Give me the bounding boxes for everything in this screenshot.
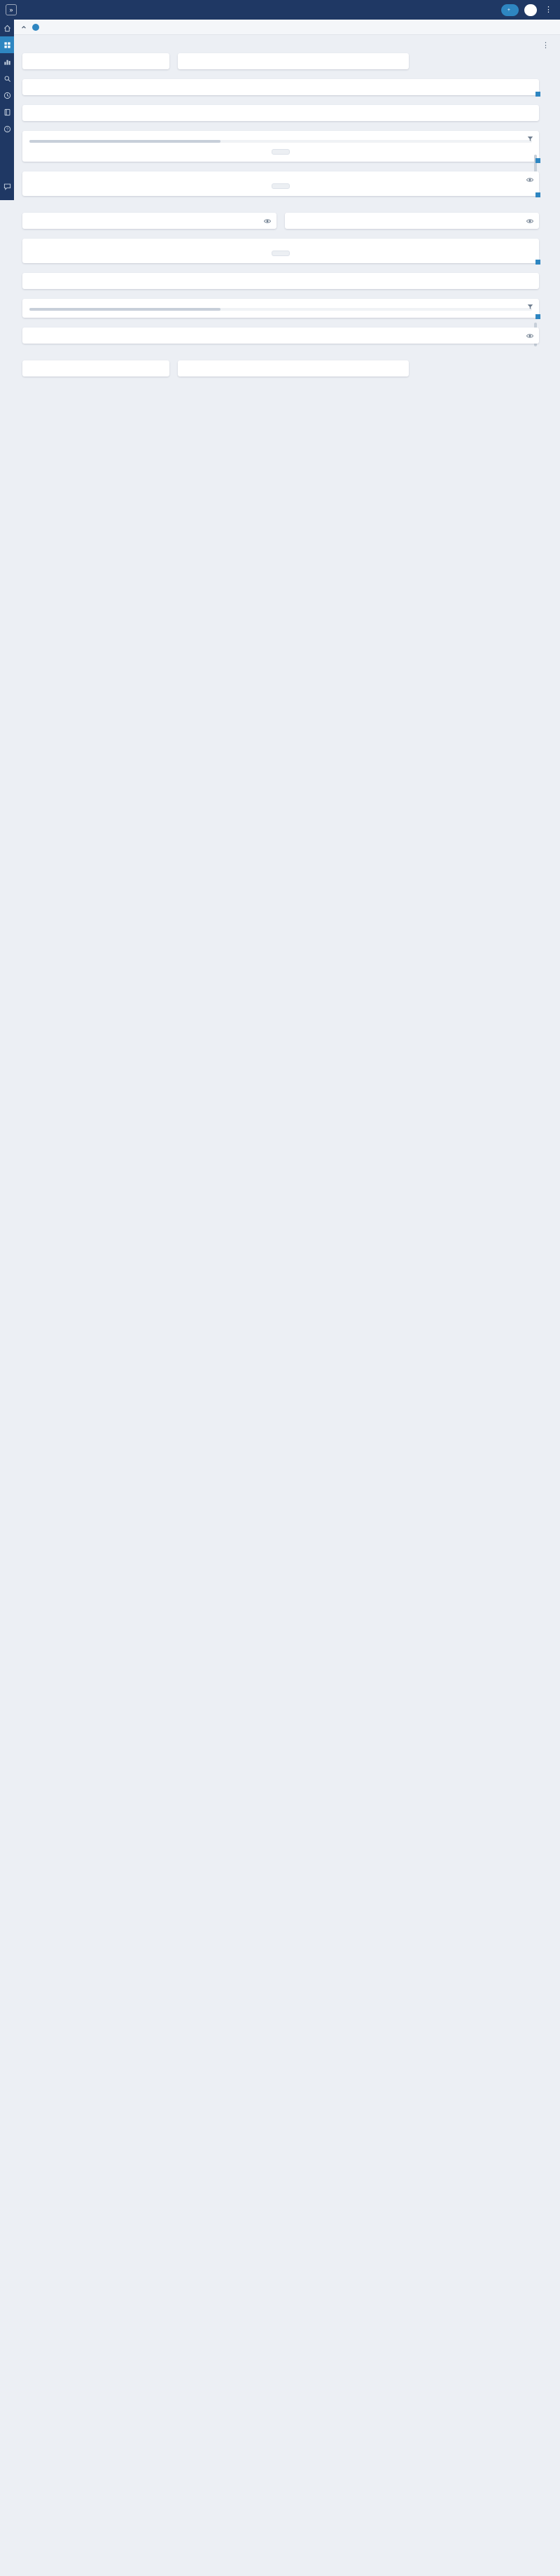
card-investissement-mandatees <box>178 360 409 376</box>
resize-handle[interactable] <box>536 192 540 197</box>
eye-icon[interactable] <box>526 332 533 339</box>
filter-funnel-icon[interactable] <box>527 304 533 310</box>
card-investissement-realisees <box>22 360 169 376</box>
filter-bar <box>14 20 560 35</box>
section-menu-icon[interactable]: ⋮ <box>540 42 552 50</box>
mise-en-page-button[interactable] <box>524 4 537 16</box>
filtered-on-chip[interactable] <box>272 251 290 256</box>
bar-chart-icon <box>4 58 11 66</box>
eye-icon[interactable] <box>526 176 533 183</box>
horizontal-scrollbar[interactable] <box>29 308 532 311</box>
header-menu-icon[interactable]: ⋮ <box>542 6 554 14</box>
home-icon <box>4 24 11 32</box>
card-recettes-mandatees <box>285 213 539 229</box>
sidebar-item-journal[interactable] <box>0 104 14 120</box>
main-content: ⋮ <box>14 35 560 386</box>
filters-collapse-icon[interactable] <box>21 24 27 30</box>
sidebar-item-help[interactable]: ? <box>0 120 14 137</box>
filters-count-badge <box>32 24 39 31</box>
sidebar-item-home[interactable] <box>0 20 14 36</box>
clock-icon <box>4 92 11 99</box>
card-depenses-mandatees-pie <box>178 53 409 69</box>
sidebar-item-history[interactable] <box>0 87 14 104</box>
resize-handle[interactable] <box>536 92 540 97</box>
eye-icon[interactable] <box>526 218 533 225</box>
resize-handle[interactable] <box>536 158 540 163</box>
eye-icon[interactable] <box>264 218 271 225</box>
filtered-on-chip[interactable] <box>272 183 290 189</box>
card-recettes-cumul <box>22 273 539 289</box>
card-execution-depenses <box>22 131 539 162</box>
resize-handle[interactable] <box>536 314 540 319</box>
sidebar-item-search[interactable] <box>0 70 14 87</box>
sidebar-expand-icon[interactable]: » <box>6 4 17 15</box>
help-icon: ? <box>4 125 11 133</box>
card-recettes-mensuelles <box>22 239 539 263</box>
sidebar-item-chat[interactable] <box>0 178 14 195</box>
filter-funnel-icon[interactable] <box>527 136 533 142</box>
sidebar: ? <box>0 20 14 200</box>
search-icon <box>4 75 11 83</box>
card-depenses-cumul <box>22 105 539 121</box>
indicateur-button[interactable]: + <box>501 4 519 16</box>
card-execution-recettes <box>22 299 539 318</box>
sidebar-item-dashboard[interactable] <box>0 36 14 53</box>
card-depenses-mensuelles <box>22 79 539 95</box>
book-icon <box>4 108 11 116</box>
card-taux-recettes <box>22 328 539 344</box>
top-bar: » + ⋮ <box>0 0 560 20</box>
dashboard-icon <box>4 41 11 49</box>
card-taux-depenses <box>22 171 539 196</box>
resize-handle[interactable] <box>536 260 540 265</box>
filtered-on-chip[interactable] <box>272 149 290 155</box>
horizontal-scrollbar[interactable] <box>29 140 532 143</box>
plus-icon: + <box>507 8 510 13</box>
card-depenses-realisees <box>22 53 169 69</box>
card-recettes-realisees <box>22 213 276 229</box>
chat-icon <box>4 183 11 190</box>
sidebar-item-charts[interactable] <box>0 53 14 70</box>
svg-text:?: ? <box>6 127 8 132</box>
